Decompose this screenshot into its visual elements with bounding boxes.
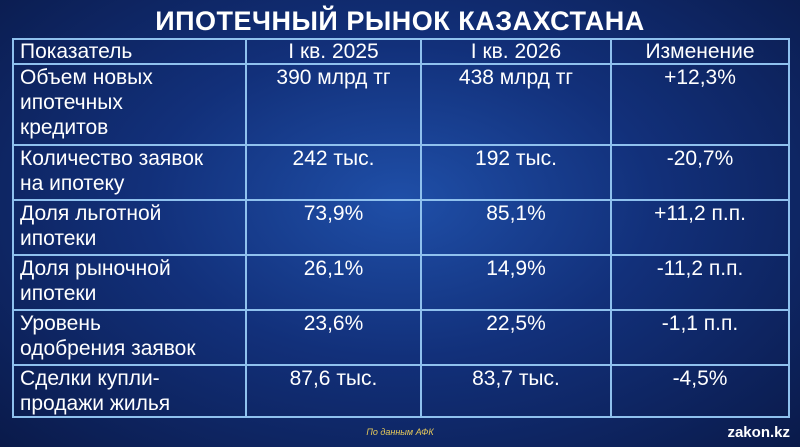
table-body: Объем новых ипотечных кредитов 390 млрд т… — [12, 63, 790, 418]
title: ИПОТЕЧНЫЙ РЫНОК КАЗАХСТАНА — [155, 6, 645, 36]
row-label: Количество заявок на ипотеку — [12, 144, 247, 201]
cell: 85,1% — [420, 199, 612, 256]
table-row: Сделки купли- продажи жилья 87,6 тыс. 83,7… — [12, 364, 790, 418]
cell: +12,3% — [610, 63, 790, 146]
table-row: Уровень одобрения заявок 23,6% 22,5% -1,1 п… — [12, 309, 790, 366]
cell: 438 млрд тг — [420, 63, 612, 146]
cell: 87,6 тыс. — [245, 364, 422, 418]
cell: -1,1 п.п. — [610, 309, 790, 366]
cell: 192 тыс. — [420, 144, 612, 201]
cell: 26,1% — [245, 254, 422, 311]
row-label: Объем новых ипотечных кредитов — [12, 63, 247, 146]
column-header: I кв. 2026 — [420, 38, 612, 65]
cell: -4,5% — [610, 364, 790, 418]
cell: 83,7 тыс. — [420, 364, 612, 418]
cell: -20,7% — [610, 144, 790, 201]
cell: 23,6% — [245, 309, 422, 366]
column-header: Изменение — [610, 38, 790, 65]
cell: +11,2 п.п. — [610, 199, 790, 256]
table-row: Доля рыночной ипотеки 26,1% 14,9% -11,2 п.п… — [12, 254, 790, 311]
row-label: Доля рыночной ипотеки — [12, 254, 247, 311]
table-row: Доля льготной ипотеки 73,9% 85,1% +11,2 п.п… — [12, 199, 790, 256]
cell: 73,9% — [245, 199, 422, 256]
table-row: Количество заявок на ипотеку 242 тыс. 192 … — [12, 144, 790, 201]
row-label: Доля льготной ипотеки — [12, 199, 247, 256]
data-table: Показатель I кв. 2025 I кв. 2026 Изменение … — [12, 38, 790, 418]
cell: 242 тыс. — [245, 144, 422, 201]
row-label: Сделки купли- продажи жилья — [12, 364, 247, 418]
header-row: Показатель I кв. 2025 I кв. 2026 Изменение — [12, 38, 790, 65]
cell: 14,9% — [420, 254, 612, 311]
cell: 22,5% — [420, 309, 612, 366]
brand: zakon.kz — [727, 424, 790, 441]
cell: -11,2 п.п. — [610, 254, 790, 311]
row-label: Уровень одобрения заявок — [12, 309, 247, 366]
table-row: Объем новых ипотечных кредитов 390 млрд т… — [12, 63, 790, 146]
cell: 390 млрд тг — [245, 63, 422, 146]
column-header: I кв. 2025 — [245, 38, 422, 65]
source-note: По данным АФК — [366, 427, 434, 437]
column-header: Показатель — [12, 38, 247, 65]
